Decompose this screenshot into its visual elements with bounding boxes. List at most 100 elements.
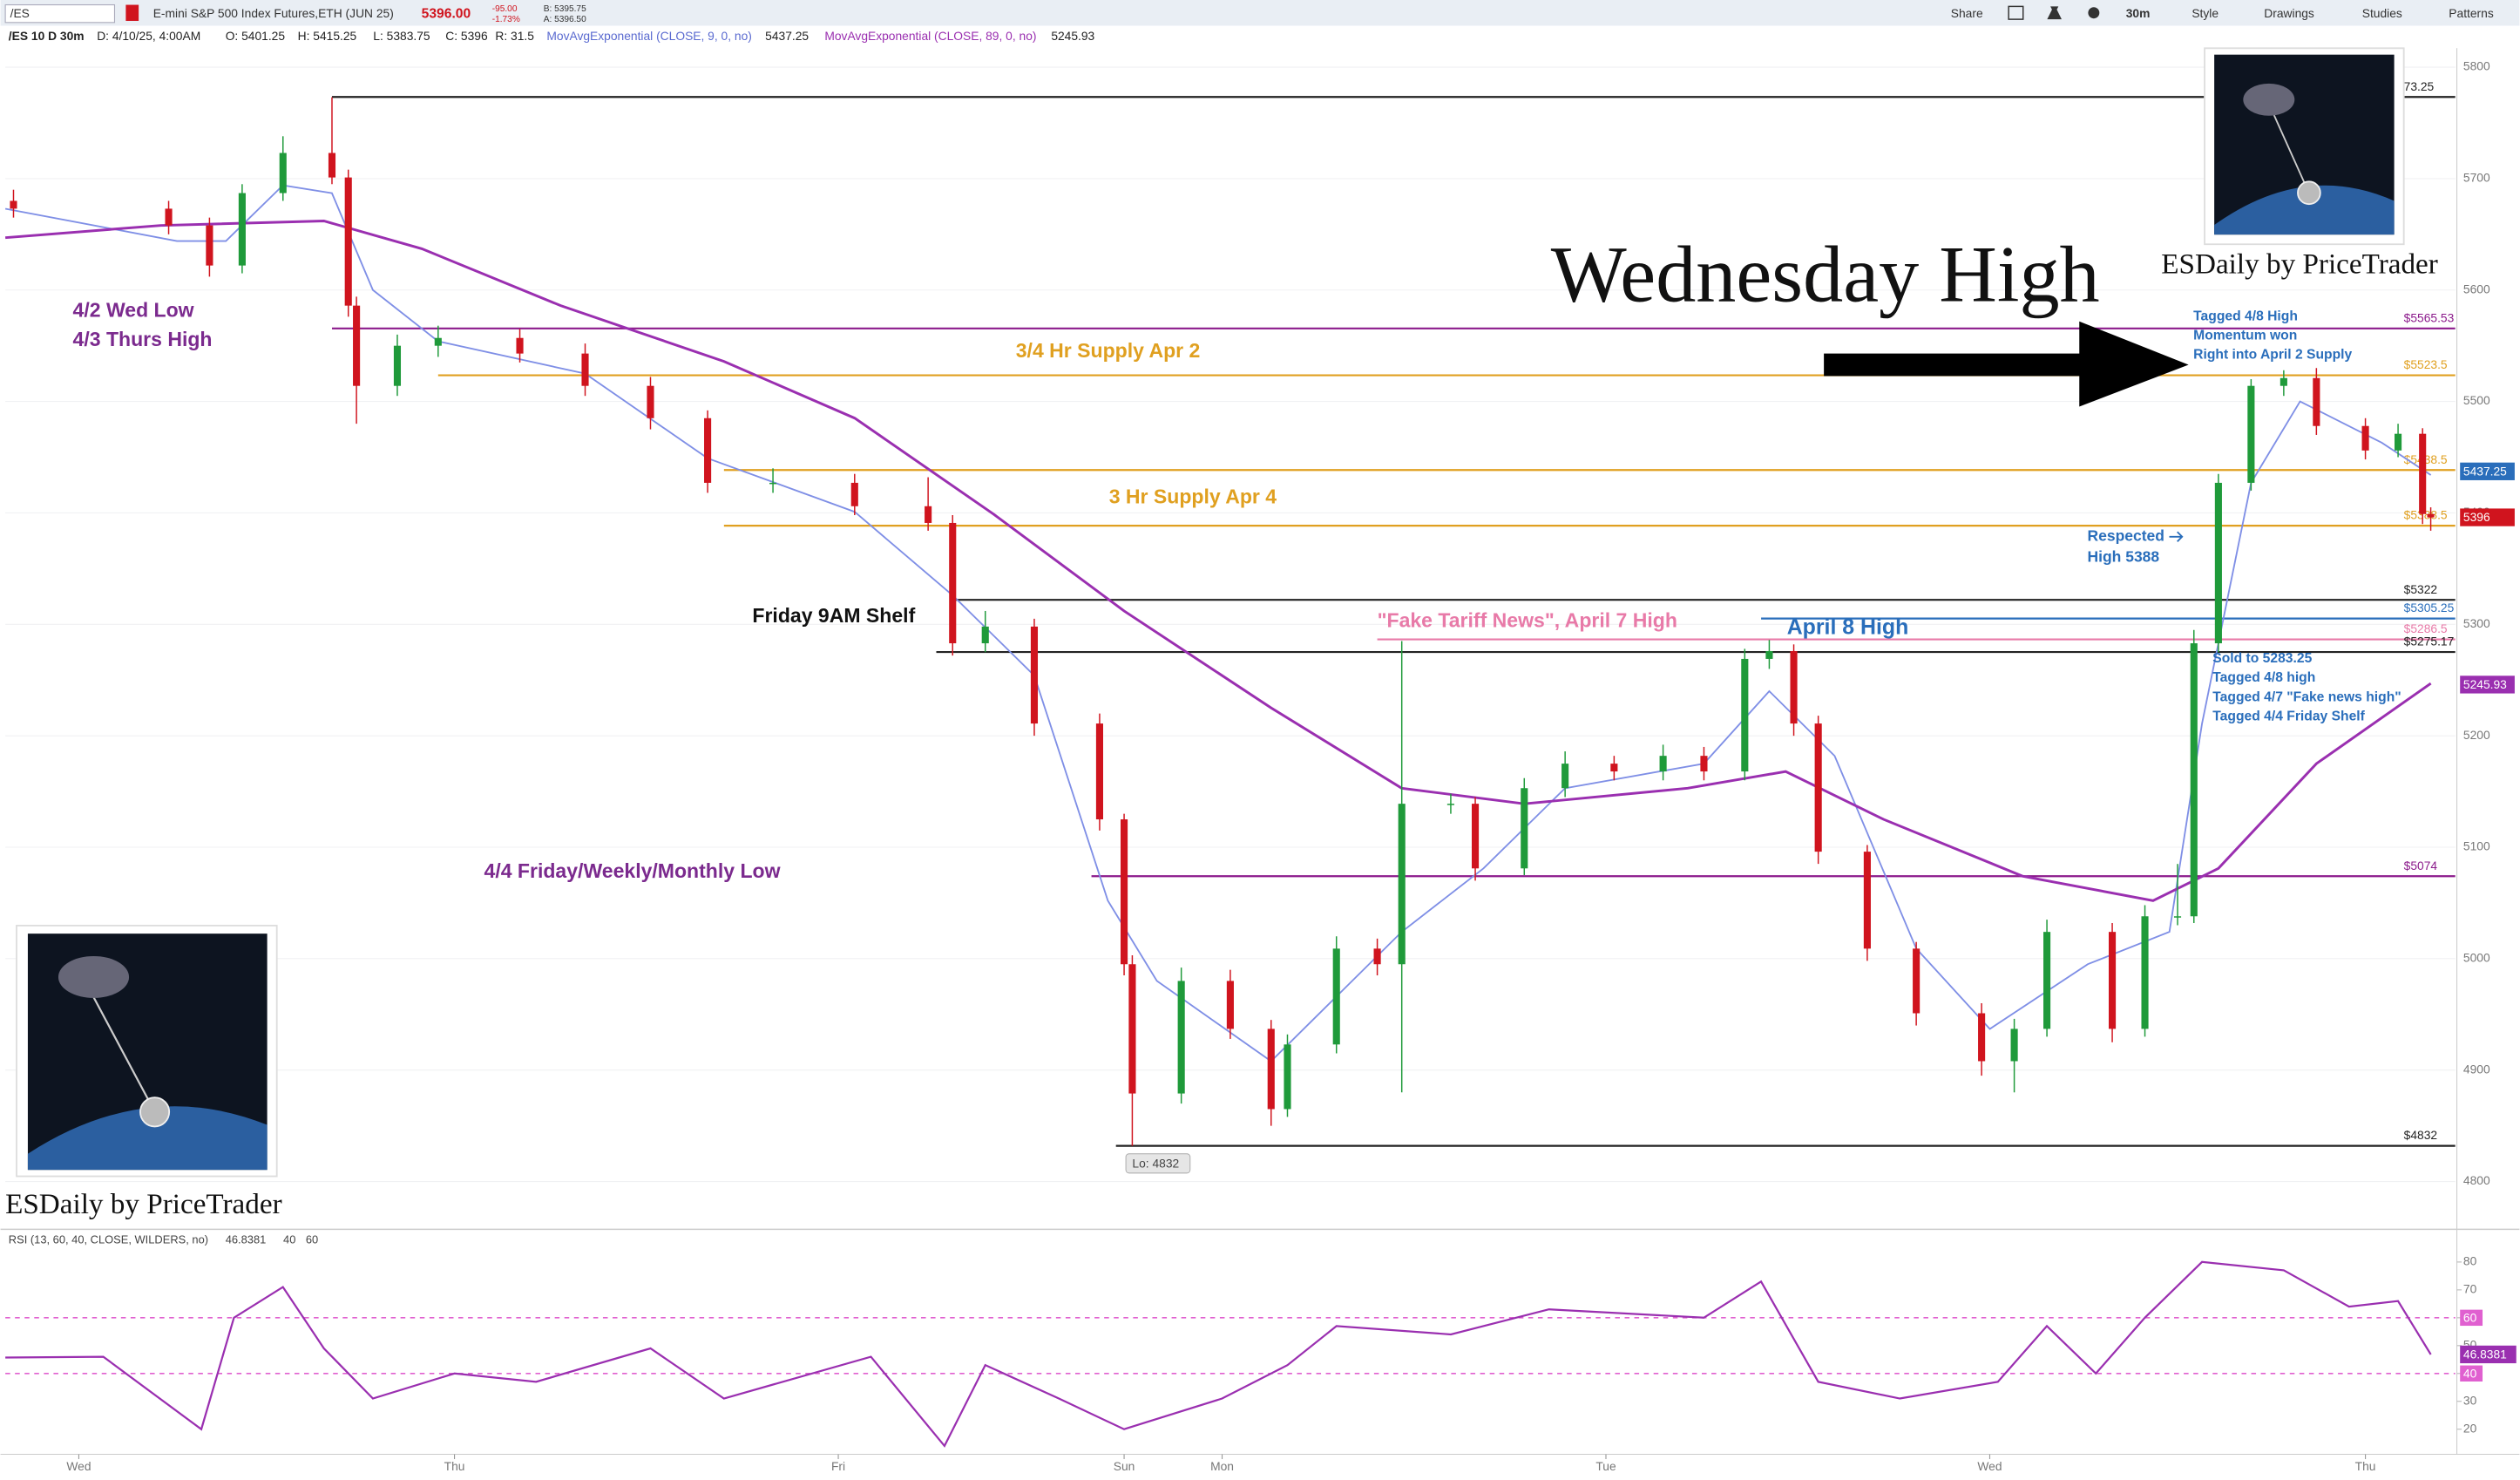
- toolbar-button[interactable]: Drawings: [2264, 6, 2314, 20]
- rsi-band-value: 60: [306, 1233, 318, 1246]
- icon[interactable]: [2047, 6, 2062, 20]
- toolbar-button[interactable]: Patterns: [2449, 6, 2494, 20]
- candle-body: [1978, 1013, 1986, 1062]
- logo-watch: [139, 1096, 171, 1128]
- candle-body: [1332, 948, 1340, 1045]
- candle-body: [2247, 385, 2255, 483]
- candle-body: [981, 626, 989, 644]
- y-tick-label: 5600: [2463, 282, 2490, 295]
- y-tick-label: 5300: [2463, 616, 2490, 630]
- study-name: MovAvgExponential (CLOSE, 9, 0, no): [546, 29, 751, 43]
- candle-body: [1790, 650, 1798, 724]
- candle-body: [949, 522, 957, 644]
- symbol-box[interactable]: [4, 3, 116, 24]
- candle-body: [279, 153, 287, 193]
- moving-average: [4, 220, 2432, 902]
- candle-body: [2313, 377, 2320, 426]
- annotation: Tagged 4/4 Friday Shelf: [2212, 709, 2365, 723]
- x-tick-label: Wed: [66, 1459, 91, 1473]
- candle-body: [238, 193, 246, 266]
- level-label: $5565.53: [2404, 310, 2455, 324]
- candle-body: [1267, 1029, 1275, 1110]
- candle-body: [769, 482, 777, 485]
- annotation: 3/4 Hr Supply Apr 2: [1016, 339, 1201, 362]
- candle-body: [2427, 513, 2435, 518]
- annotation: Friday 9AM Shelf: [752, 604, 915, 627]
- y-tick-label: 30: [2463, 1393, 2477, 1407]
- study-value: 5245.93: [1051, 29, 1094, 43]
- candle-body: [581, 353, 589, 386]
- logo: [16, 925, 278, 1178]
- candle-body: [1610, 764, 1618, 772]
- logo-chain: [88, 988, 154, 1110]
- rsi-value: 46.8381: [226, 1233, 267, 1246]
- toolbar-button[interactable]: 30m: [2126, 6, 2151, 20]
- annotation: Wednesday High: [1551, 230, 2100, 319]
- candle-body: [2280, 377, 2287, 386]
- settings-icon[interactable]: [2088, 7, 2100, 19]
- header-item: H: 5415.25: [298, 29, 357, 43]
- level-label: $5523.5: [2404, 357, 2448, 371]
- study-name: MovAvgExponential (CLOSE, 89, 0, no): [824, 29, 1036, 43]
- change: -95.00: [492, 4, 518, 14]
- study-value: 5437.25: [765, 29, 809, 43]
- rsi-badge-label: 46.8381: [2463, 1347, 2507, 1361]
- price-badge-label: 5245.93: [2463, 677, 2507, 691]
- y-tick-label: 5500: [2463, 393, 2490, 407]
- annotation: 3 Hr Supply Apr 4: [1109, 485, 1277, 508]
- chart-id: /ES 10 D 30m: [9, 29, 85, 43]
- toolbar-button[interactable]: Style: [2191, 6, 2219, 20]
- symbol[interactable]: /ES: [10, 6, 30, 20]
- candle-body: [2141, 916, 2149, 1029]
- toolbar-button[interactable]: Share: [1951, 6, 1983, 20]
- level-label: $5388.5: [2404, 508, 2448, 522]
- y-tick-label: 70: [2463, 1282, 2477, 1296]
- candle-body: [1561, 764, 1569, 789]
- annotation: Sold to 5283.25: [2212, 651, 2312, 666]
- candle-body: [2010, 1029, 2018, 1062]
- candle-body: [353, 305, 361, 386]
- candle-body: [2419, 433, 2427, 514]
- x-tick-label: Mon: [1210, 1459, 1234, 1473]
- candle-body: [206, 225, 213, 266]
- toolbar-button[interactable]: Studies: [2362, 6, 2402, 20]
- header-item: O: 5401.25: [226, 29, 286, 43]
- candle-body: [1030, 626, 1039, 724]
- header-item: R: 31.5: [495, 29, 534, 43]
- price-badge-label: 5396: [2463, 510, 2490, 524]
- candle-body: [1659, 756, 1667, 772]
- candle-body: [1226, 981, 1234, 1029]
- candle-body: [2395, 433, 2402, 451]
- candle-body: [2043, 932, 2051, 1029]
- flag-icon[interactable]: [125, 4, 139, 21]
- icon[interactable]: [2008, 5, 2024, 20]
- candle-body: [1913, 948, 1920, 1014]
- candle-body: [165, 208, 173, 226]
- annotation: April 8 High: [1787, 614, 1909, 639]
- y-tick-label: 5700: [2463, 171, 2490, 185]
- candle-body: [1121, 819, 1128, 965]
- level-label: $4832: [2404, 1128, 2437, 1142]
- y-tick-label: 20: [2463, 1421, 2477, 1435]
- annotation: Momentum won: [2193, 328, 2297, 343]
- candle-body: [1700, 756, 1708, 772]
- rsi-line: [5, 1260, 2432, 1448]
- toolbar: [0, 0, 2520, 26]
- candle-body: [925, 506, 932, 523]
- pointer-arrow: [2169, 531, 2184, 542]
- x-tick-label: Fri: [831, 1459, 845, 1473]
- price-pane: 4800490050005100520053005400550056005700…: [4, 59, 2515, 1473]
- x-tick-label: Thu: [2355, 1459, 2376, 1473]
- x-tick-label: Thu: [444, 1459, 465, 1473]
- annotation: Tagged 4/8 high: [2212, 670, 2315, 685]
- low-box: [1125, 1153, 1191, 1174]
- y-tick-label: 5200: [2463, 728, 2490, 742]
- annotation: "Fake Tariff News", April 7 High: [1378, 609, 1677, 632]
- level-label: $5305.25: [2404, 601, 2455, 614]
- candle-body: [1177, 981, 1185, 1094]
- rsi-badge: [2460, 1345, 2517, 1364]
- candle-body: [344, 177, 352, 306]
- candle-body: [434, 337, 442, 346]
